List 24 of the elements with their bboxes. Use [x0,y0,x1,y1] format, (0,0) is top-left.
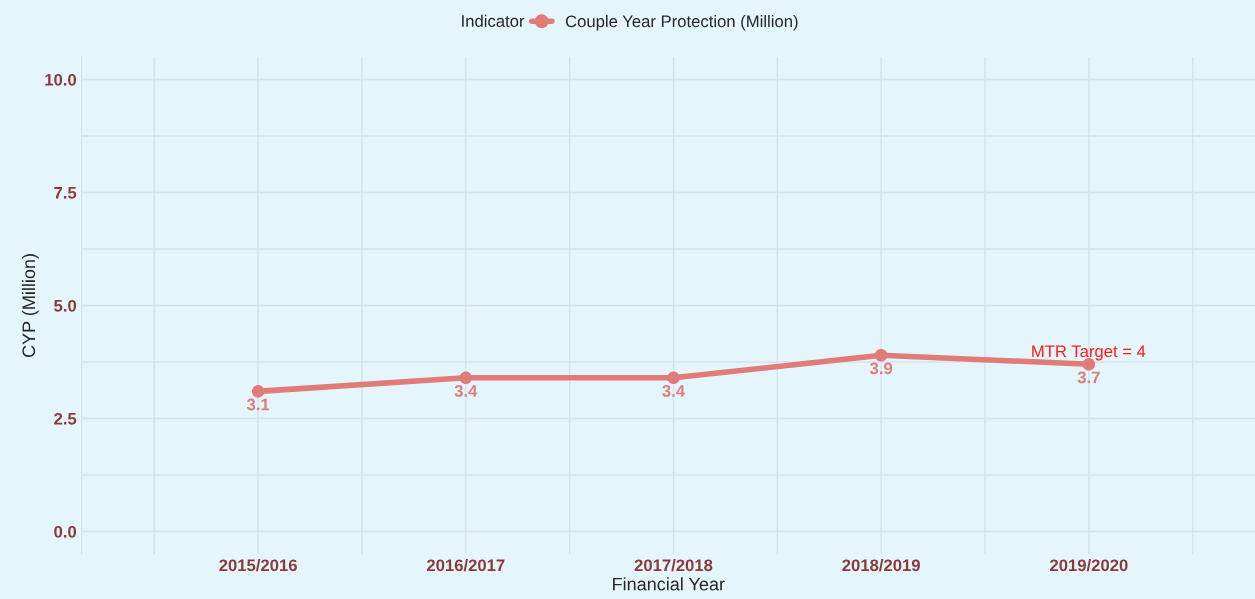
x-tick-label: 2018/2019 [842,558,920,572]
data-label: 3.4 [454,385,478,397]
data-label: 3.9 [869,362,893,375]
point [874,348,888,362]
x-tick-label: 2017/2018 [634,558,713,572]
annotation: MTR Target = 4 [1032,345,1146,361]
point [251,385,265,398]
point [667,371,680,385]
data-label: 3.4 [662,385,685,397]
y-axis-title: CYP (Million) [21,254,39,358]
data-label: 3.1 [246,398,270,411]
y-tick-label: 10.0 [45,73,77,86]
point [459,371,473,385]
x-tick-label: 2015/2016 [219,558,297,572]
legend-label: Couple Year Protection (Million) [565,15,798,31]
y-tick-label: 0.0 [54,525,77,538]
x-axis-title: Financial Year [613,577,725,591]
y-tick-label: 7.5 [54,187,77,199]
legend-title: Indicator [462,14,525,27]
x-tick-label: 2016/2017 [426,558,505,572]
data-label: 3.7 [1077,371,1100,384]
x-tick-label: 2019/2020 [1050,558,1128,572]
y-tick-label: 2.5 [54,412,77,425]
y-tick-label: 5.0 [54,299,77,312]
